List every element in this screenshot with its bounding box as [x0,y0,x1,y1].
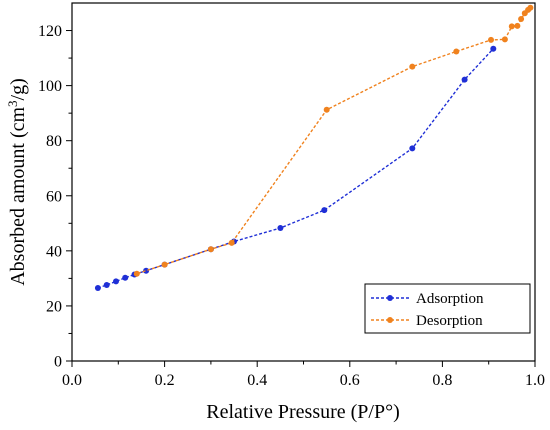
series-line-adsorption [97,48,494,289]
data-point-desorption [521,10,528,17]
plot-frame [71,2,536,362]
data-point-desorption [133,270,140,277]
y-tick-label: 0 [54,354,62,371]
y-axis-title-superscript: 3 [5,100,20,107]
series-layer [94,4,534,291]
data-point-adsorption [122,274,129,281]
data-point-desorption [488,36,494,43]
data-point-desorption [508,23,515,30]
data-point-desorption [228,239,235,246]
series-line-desorption [136,7,531,275]
y-tick-label: 60 [46,188,62,205]
y-axis-title-main: Absorbed amount (cm [7,106,29,285]
x-tick-label: 0.6 [340,372,360,389]
y-tick-label: 40 [46,243,62,260]
data-point-adsorption [409,145,416,152]
y-tick-label: 20 [46,298,62,315]
data-point-adsorption [277,225,284,231]
legend: Adsorption Desorption [364,283,531,334]
data-point-adsorption [461,76,468,83]
y-axis-title-end: /g) [7,78,29,100]
data-point-adsorption [321,207,328,214]
x-axis-ticks: 0.0 0.2 0.4 0.6 0.8 1.0 [62,361,545,389]
y-tick-label: 100 [38,78,62,95]
y-tick-label: 80 [46,133,62,150]
x-axis-title: Relative Pressure (P/P°) [206,401,400,423]
legend-marker-adsorption [387,295,393,301]
legend-box [364,283,531,334]
data-point-desorption [409,63,416,70]
data-point-adsorption [490,45,497,52]
data-point-desorption [518,16,525,22]
y-axis-ticks: 0 20 40 60 80 100 120 [38,23,72,371]
y-axis-title: Absorbed amount (cm3/g) [5,78,29,286]
x-tick-label: 0.4 [247,372,267,389]
data-point-adsorption [94,285,101,291]
data-point-adsorption [113,278,119,285]
x-tick-label: 0.0 [62,372,82,389]
data-point-desorption [514,22,521,29]
legend-marker-desorption [387,317,393,323]
y-tick-label: 120 [38,23,62,40]
data-point-desorption [161,261,168,268]
data-point-desorption [323,106,330,113]
x-tick-label: 1.0 [525,372,545,389]
data-point-adsorption [143,267,150,274]
data-point-adsorption [103,282,110,288]
data-point-desorption [453,48,460,55]
data-point-desorption [501,36,508,43]
legend-label-desorption: Desorption [416,313,483,329]
x-tick-label: 0.2 [155,372,175,389]
legend-label-adsorption: Adsorption [416,291,484,307]
x-tick-label: 0.8 [432,372,452,389]
data-point-desorption [207,246,214,253]
